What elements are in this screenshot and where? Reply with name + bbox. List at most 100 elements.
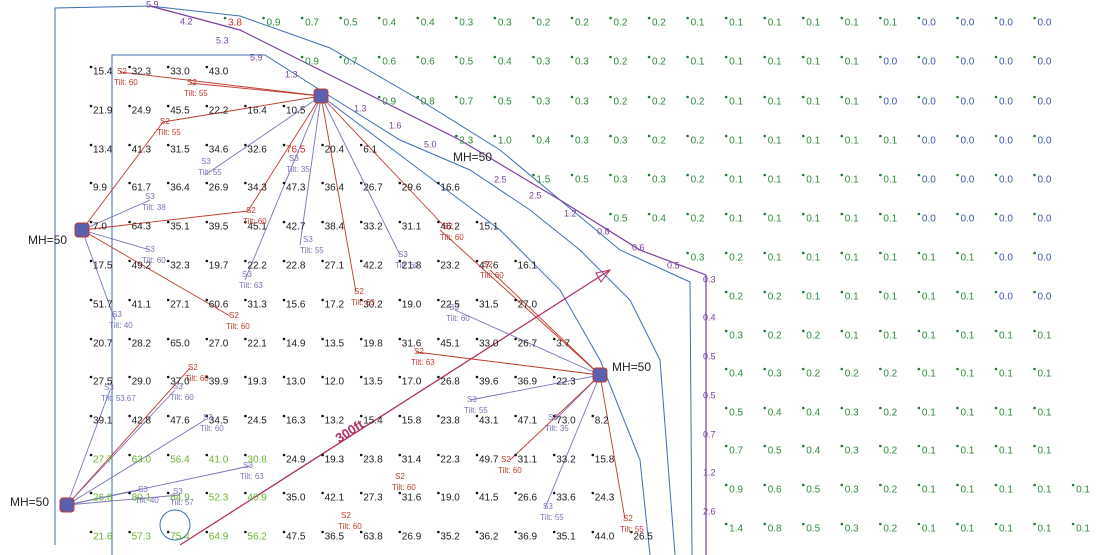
aim-tilt: Tilt: 60	[498, 466, 522, 475]
grid-point	[89, 453, 93, 457]
illuminance-value: 42.7	[286, 222, 306, 233]
grid-point	[801, 134, 805, 138]
illuminance-value: 19.0	[440, 493, 460, 504]
grid-point	[321, 530, 324, 534]
illuminance-value: 0.1	[960, 524, 974, 535]
illuminance-value: 0.0	[1038, 18, 1052, 29]
illuminance-value: 0.1	[922, 485, 936, 496]
grid-point	[763, 95, 766, 99]
illuminance-value: 13.4	[93, 145, 113, 156]
grid-point	[244, 143, 247, 147]
grid-point	[398, 491, 402, 495]
illuminance-value: 0.4	[806, 446, 820, 457]
illuminance-value: 0.3	[536, 97, 550, 108]
grid-point	[840, 173, 844, 177]
fixture	[592, 367, 608, 383]
grid-point	[763, 483, 766, 487]
illuminance-value: 0.0	[922, 97, 936, 108]
illuminance-value: 0.2	[883, 485, 897, 496]
perimeter-value: 0.5	[703, 351, 716, 361]
illuminance-value: 0.1	[999, 369, 1013, 380]
illuminance-value: 22.2	[209, 106, 229, 117]
aim-line	[489, 269, 601, 376]
aim-tilt: Tilt: 63	[351, 298, 375, 307]
illuminance-value: 0.0	[960, 214, 974, 225]
illuminance-value: 0.0	[999, 136, 1013, 147]
grid-point	[609, 134, 612, 138]
perimeter-value: 5.0	[424, 139, 437, 149]
illuminance-value: 0.2	[768, 331, 782, 342]
illuminance-value: 19.0	[402, 300, 422, 311]
grid-point	[994, 406, 998, 410]
illuminance-value: 0.1	[729, 97, 743, 108]
illuminance-value: 0.3	[614, 175, 628, 186]
grid-point	[917, 251, 921, 255]
grid-point	[686, 95, 689, 99]
grid-point	[416, 55, 420, 59]
illuminance-value: 34.3	[247, 183, 267, 194]
illuminance-value: 0.0	[960, 18, 974, 29]
aim-model: S2	[354, 287, 364, 296]
grid-point	[282, 414, 286, 418]
illuminance-value: 0.2	[614, 57, 628, 68]
grid-point	[801, 212, 805, 216]
grid-point	[359, 453, 363, 457]
aim-line	[66, 389, 176, 506]
aim-line	[66, 419, 206, 506]
grid-point	[917, 290, 921, 294]
grid-point	[166, 259, 170, 263]
aim-model: S3	[173, 382, 183, 391]
illuminance-value: 65.0	[170, 339, 190, 350]
grid-point	[763, 251, 766, 255]
illuminance-value: 35.1	[170, 222, 190, 233]
illuminance-value: 0.1	[1038, 408, 1052, 419]
grid-point	[1033, 290, 1036, 294]
aim-model: S3	[289, 154, 299, 163]
illuminance-value: 16.3	[286, 416, 306, 427]
grid-point	[840, 367, 844, 371]
illuminance-value: 0.8	[421, 97, 435, 108]
grid-point	[724, 406, 728, 410]
illuminance-value: 0.9	[305, 57, 319, 68]
grid-point	[724, 444, 728, 448]
aim-tilt: Tilt: 53.67	[101, 394, 136, 403]
aim-line	[81, 199, 151, 231]
aim-tilt: Tilt: 35	[545, 424, 569, 433]
grid-point	[205, 259, 209, 263]
grid-point	[205, 453, 209, 457]
illuminance-value: 20.4	[325, 145, 345, 156]
aim-tilt: Tilt: 60	[170, 393, 194, 402]
grid-point	[591, 414, 595, 418]
grid-point	[223, 16, 227, 20]
grid-point	[956, 251, 959, 255]
grid-point	[321, 453, 324, 457]
illuminance-value: 0.4	[421, 18, 435, 29]
grid-point	[455, 16, 458, 20]
illuminance-value: 19.8	[363, 339, 383, 350]
illuminance-value: 0.1	[960, 331, 974, 342]
illuminance-value: 31.6	[402, 493, 422, 504]
illuminance-value: 75.4	[170, 532, 190, 543]
illuminance-value: 20.7	[93, 339, 113, 350]
aim-model: S2	[188, 363, 198, 372]
grid-point	[917, 134, 921, 138]
grid-point	[437, 181, 440, 185]
aim-line	[415, 351, 601, 376]
illuminance-value: 44.0	[595, 532, 615, 543]
illuminance-value: 3.8	[228, 18, 242, 29]
illuminance-value: 0.0	[883, 57, 897, 68]
perimeter-value: 1.3	[285, 69, 298, 79]
illuminance-value: 0.1	[1038, 369, 1052, 380]
illuminance-value: 0.0	[999, 253, 1013, 264]
illuminance-value: 21.6	[93, 532, 113, 543]
illuminance-value: 45.1	[247, 222, 267, 233]
boundaries	[54, 5, 693, 555]
aim-line	[66, 494, 181, 506]
grid-point	[994, 16, 998, 20]
grid-point	[321, 220, 324, 224]
illuminance-value: 26.8	[440, 377, 460, 388]
illuminance-value: 30.2	[363, 300, 383, 311]
grid-point	[879, 290, 882, 294]
illuminance-value: 23.2	[440, 261, 460, 272]
